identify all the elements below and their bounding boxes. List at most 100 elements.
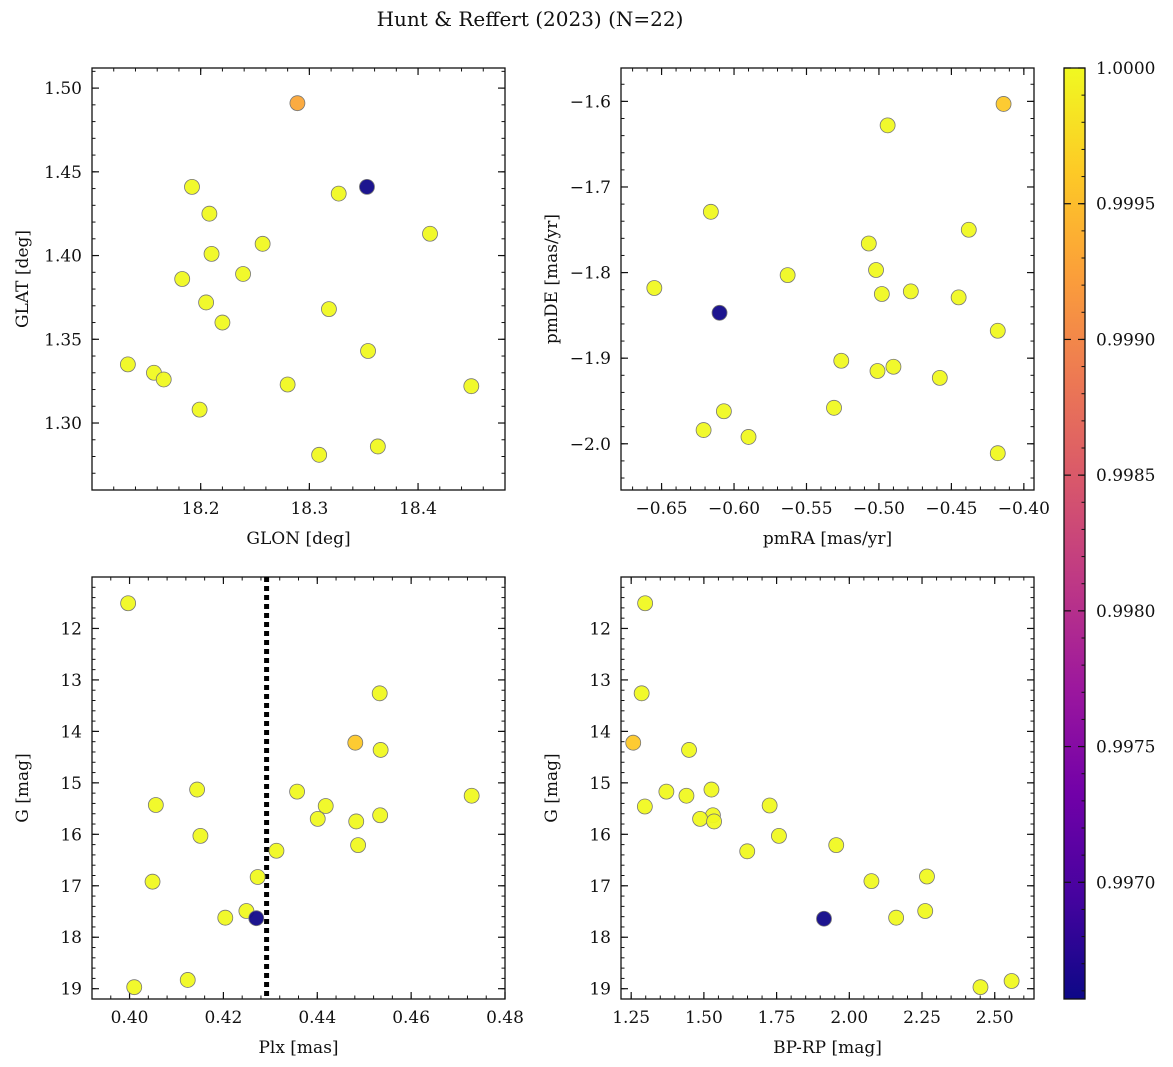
data-point [174,271,191,287]
data-point [658,783,675,800]
data-point [372,742,389,758]
data-point [369,438,386,455]
data-point [711,304,728,321]
y-tick-label: −1.9 [570,349,611,369]
x-axis-label: Plx [mas] [258,1038,338,1058]
data-point [989,445,1006,462]
data-point [422,225,438,242]
data-point [330,185,347,202]
data-point [740,429,757,445]
data-point [147,797,164,813]
y-axis-label: G [mag] [13,753,33,822]
panel-sky: 18.2 18.3 18.4 1.30 1.35 1.40 1.45 1.50 GLON [de… [13,67,506,549]
data-point [869,363,886,379]
data-point [119,356,136,373]
colorbar-tick-label: 0.9990 [1096,330,1155,350]
data-point [888,909,905,926]
y-tick-label: 14 [589,722,611,742]
data-point [826,399,842,416]
panel-pm: −0.65 −0.60 −0.55 −0.50 −0.45 −0.40 −2.0 −1.9 −1… [542,67,1050,549]
y-tick-label: 1.35 [44,330,82,350]
data-point [739,843,756,860]
x-tick-label: −0.45 [925,499,977,519]
data-point [761,797,778,814]
panels: 18.2 18.3 18.4 1.30 1.35 1.40 1.45 1.50 GLON [de… [13,67,1050,1058]
data-point [463,787,480,804]
y-tick-label: 13 [589,671,611,691]
data-point [359,178,375,195]
data-point [972,979,989,996]
data-point [637,595,654,612]
colorbar: 0.9970 0.9975 0.9980 0.9985 0.9990 0.9995 1.00… [1063,59,1155,1000]
data-point [816,910,832,927]
data-point [625,734,642,751]
data-point [960,221,977,238]
data-point [678,787,695,804]
x-tick-label: 18.4 [399,499,437,519]
data-point [902,283,919,300]
x-tick-label: 0.40 [111,1008,149,1028]
axes-frame-cmd [620,576,1035,1000]
colorbar-tick-label: 0.9975 [1096,738,1155,758]
x-tick-label: 0.44 [298,1008,336,1028]
data-point [636,798,653,815]
x-tick-label: 1.50 [685,1008,723,1028]
x-tick-label: −0.50 [853,499,905,519]
data-point [917,903,934,919]
data-point [463,378,480,395]
data-point [179,972,196,988]
data-point [885,358,902,375]
data-point [191,401,208,418]
data-point [995,96,1012,112]
data-point [931,369,948,386]
x-tick-label: 18.2 [182,499,220,519]
y-tick-label: −1.8 [570,264,611,284]
panel-cmd: 1.25 1.50 1.75 2.00 2.25 2.50 12 13 14 15 16 17 18 19… [542,576,1035,1058]
data-point [184,178,200,195]
data-point [360,343,376,359]
data-point [311,446,328,463]
data-point [919,868,935,885]
y-axis-label: GLAT [deg] [13,230,33,328]
y-tick-label: 1.50 [44,79,82,99]
data-point [692,810,709,827]
data-point [248,910,265,927]
data-point [703,781,720,798]
y-tick-label: 16 [60,825,82,845]
data-point [350,837,367,854]
data-point [249,869,266,885]
y-tick-label: 1.40 [44,247,82,267]
data-point [1003,973,1020,989]
data-point [289,95,306,112]
data-point [279,376,296,393]
y-axis-label: pmDE [mas/yr] [542,214,562,344]
data-point [198,294,215,311]
data-point [702,203,719,220]
x-tick-label: 2.25 [903,1008,941,1028]
data-point [254,235,271,252]
data-point [289,783,305,800]
axes-frame-pm [620,67,1035,491]
data-point [347,734,364,751]
data-point [317,798,334,814]
y-tick-label: 1.30 [44,414,82,434]
y-tick-label: 16 [589,825,611,845]
colorbar-tick-label: 0.9995 [1096,195,1155,215]
y-tick-label: 18 [60,928,82,948]
data-point [950,289,967,306]
data-point [126,979,143,996]
figure-title: Hunt & Reffert (2023) (N=22) [377,7,684,31]
data-point [321,301,337,318]
x-tick-label: 0.48 [486,1008,524,1028]
y-tick-label: 1.45 [44,163,82,183]
x-axis-label: pmRA [mas/yr] [763,529,892,549]
data-point [868,262,884,278]
x-tick-label: 1.25 [612,1008,650,1028]
x-tick-label: 0.46 [392,1008,430,1028]
data-point [646,280,663,296]
colorbar-tick-label: 0.9985 [1096,466,1155,486]
data-point [192,827,209,844]
data-point [201,205,218,222]
data-point [715,403,732,420]
y-tick-label: 14 [60,722,82,742]
